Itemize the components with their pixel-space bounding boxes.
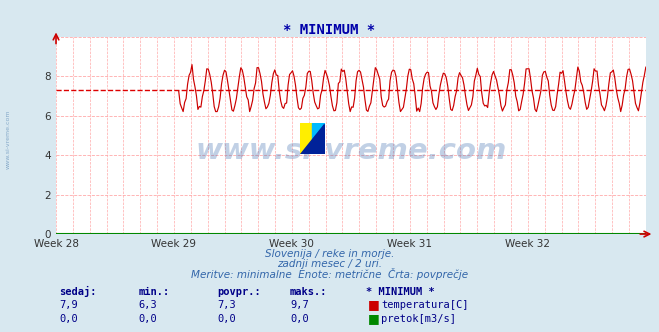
Text: 6,3: 6,3 — [138, 300, 157, 310]
Text: sedaj:: sedaj: — [59, 286, 97, 297]
Text: * MINIMUM *: * MINIMUM * — [283, 23, 376, 37]
Text: 0,0: 0,0 — [217, 314, 236, 324]
Text: www.si-vreme.com: www.si-vreme.com — [5, 110, 11, 169]
Text: Slovenija / reke in morje.: Slovenija / reke in morje. — [265, 249, 394, 259]
Text: maks.:: maks.: — [290, 287, 328, 297]
Text: povpr.:: povpr.: — [217, 287, 261, 297]
Bar — [312, 123, 325, 154]
Text: temperatura[C]: temperatura[C] — [381, 300, 469, 310]
Text: www.si-vreme.com: www.si-vreme.com — [195, 137, 507, 165]
Text: ■: ■ — [368, 298, 380, 311]
Polygon shape — [301, 124, 324, 154]
Text: 0,0: 0,0 — [290, 314, 308, 324]
Text: pretok[m3/s]: pretok[m3/s] — [381, 314, 456, 324]
Text: zadnji mesec / 2 uri.: zadnji mesec / 2 uri. — [277, 259, 382, 269]
Text: Meritve: minimalne  Enote: metrične  Črta: povprečje: Meritve: minimalne Enote: metrične Črta:… — [191, 268, 468, 280]
Bar — [300, 123, 312, 154]
Text: 0,0: 0,0 — [59, 314, 78, 324]
Text: ■: ■ — [368, 312, 380, 325]
Text: 0,0: 0,0 — [138, 314, 157, 324]
Text: 9,7: 9,7 — [290, 300, 308, 310]
Text: 7,3: 7,3 — [217, 300, 236, 310]
Text: 7,9: 7,9 — [59, 300, 78, 310]
Text: * MINIMUM *: * MINIMUM * — [366, 287, 434, 297]
Text: min.:: min.: — [138, 287, 169, 297]
